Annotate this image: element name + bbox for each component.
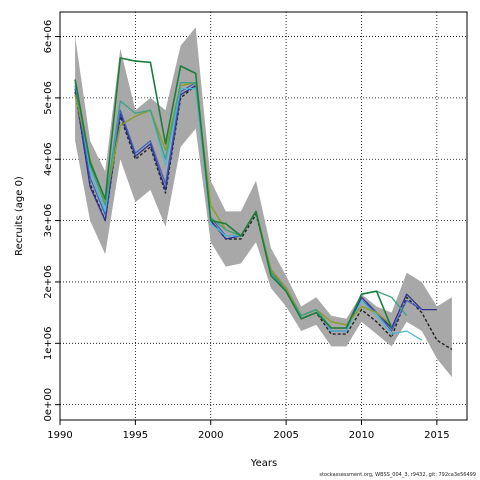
x-tick-label: 2000: [198, 430, 223, 441]
series-line-green: [74, 57, 393, 329]
y-tick-label: 6e+06: [43, 20, 54, 54]
x-tick-label: 2015: [424, 430, 449, 441]
x-axis-ticks: 1990 1995 2000 2005 2010 2015: [47, 420, 450, 441]
y-tick-label: 3e+06: [43, 204, 54, 238]
y-tick-label: 0e+00: [43, 388, 54, 422]
y-tick-label: 1e+06: [43, 326, 54, 360]
footer-note: stockassessment.org, WBSS_004_3, r9432, …: [319, 472, 476, 478]
plot-frame: [59, 11, 468, 421]
y-tick-label: 4e+06: [43, 142, 54, 176]
x-tick-label: 1990: [47, 430, 72, 441]
x-tick-label: 1995: [123, 430, 148, 441]
series-layer: [74, 57, 453, 350]
x-tick-label: 2005: [273, 430, 298, 441]
y-axis-ticks: 0e+00 1e+06 2e+06 3e+06 4e+06 5e+06 6e+06: [43, 20, 60, 422]
y-tick-label: 5e+06: [43, 81, 54, 115]
confidence-band-layer: [75, 27, 452, 378]
x-tick-label: 2010: [349, 430, 374, 441]
x-axis-label: Years: [250, 458, 277, 469]
series-line-black: [74, 84, 453, 350]
confidence-band: [75, 27, 452, 378]
y-axis-label: Recruits (age 0): [14, 176, 25, 256]
y-tick-label: 2e+06: [43, 265, 54, 299]
